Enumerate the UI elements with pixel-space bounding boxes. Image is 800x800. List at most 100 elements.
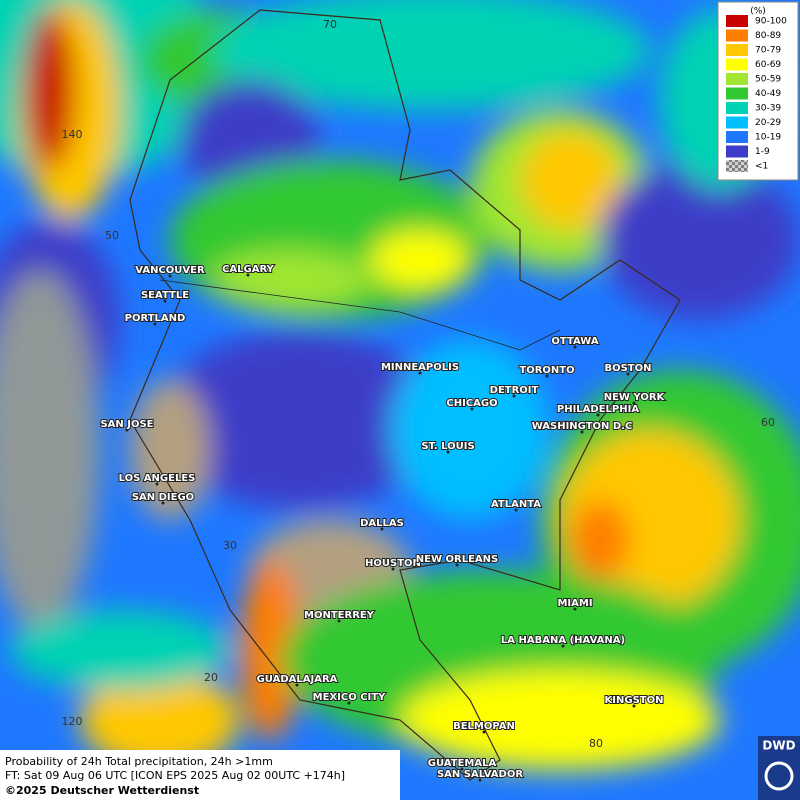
city-dot — [561, 644, 565, 648]
city-label: ATLANTA — [491, 499, 541, 510]
legend-swatch — [726, 73, 748, 85]
legend-label: 40-49 — [755, 89, 781, 99]
legend-swatch — [726, 116, 748, 129]
city-label: MONTERREY — [304, 610, 375, 621]
coastline — [129, 9, 681, 781]
city-label: TORONTO — [519, 365, 574, 376]
graticule-label: 70 — [323, 18, 337, 31]
legend-label: 1-9 — [755, 147, 770, 157]
legend-swatch — [726, 29, 748, 42]
city-dot — [455, 563, 459, 567]
city-label: GUATEMALA — [428, 758, 497, 769]
city-label: SAN JOSE — [100, 419, 153, 430]
legend-label: <1 — [755, 162, 768, 172]
graticule-label: 30 — [223, 539, 237, 552]
city-label: OTTAWA — [551, 336, 598, 347]
city-label: MIAMI — [557, 598, 592, 609]
city-label: CHICAGO — [446, 398, 497, 409]
graticule-label: 120 — [62, 715, 83, 728]
city-dot — [380, 527, 384, 531]
city-label: NEW ORLEANS — [416, 554, 498, 565]
legend-unit: (%) — [750, 7, 766, 17]
legend-swatch — [726, 145, 748, 158]
caption-line: ©2025 Deutscher Wetterdienst — [5, 784, 199, 797]
logo-icon — [764, 761, 794, 791]
legend-label: 50-59 — [755, 75, 781, 85]
graticule-label: 140 — [62, 128, 83, 141]
legend-swatch — [726, 131, 748, 143]
city-label: VANCOUVER — [135, 265, 205, 276]
city-label: SEATTLE — [141, 290, 189, 301]
city-label: LA HABANA (HAVANA) — [501, 635, 625, 646]
legend-label: 20-29 — [755, 118, 781, 128]
city-label: DETROIT — [490, 385, 539, 396]
logo-text: DWD — [762, 739, 795, 753]
city-dot — [460, 767, 464, 771]
city-label: HOUSTON — [365, 558, 421, 569]
legend-label: 10-19 — [755, 133, 781, 143]
city-dot — [125, 428, 129, 432]
city-dot — [545, 374, 549, 378]
city-label: SAN SALVADOR — [437, 769, 523, 780]
city-label: MEXICO CITY — [313, 692, 386, 703]
city-dot — [626, 372, 630, 376]
legend-swatch — [726, 15, 748, 27]
city-dot — [161, 501, 165, 505]
city-dot — [295, 683, 299, 687]
graticule-label: 20 — [204, 671, 218, 684]
city-label: PORTLAND — [125, 313, 186, 324]
city-dot — [347, 701, 351, 705]
caption-box — [0, 750, 400, 800]
city-dot — [446, 450, 450, 454]
city-label: PHILADELPHIA — [557, 404, 639, 415]
graticule-label: 60 — [761, 416, 775, 429]
city-dot — [470, 407, 474, 411]
city-label: GUADALAJARA — [257, 674, 338, 685]
city-dot — [580, 430, 584, 434]
legend-swatch — [726, 160, 748, 172]
city-label: NEW YORK — [604, 392, 666, 403]
city-dot — [418, 371, 422, 375]
legend-label: 80-89 — [755, 31, 781, 41]
caption-line: Probability of 24h Total precipitation, … — [5, 755, 273, 768]
city-dot — [512, 394, 516, 398]
legend-label: 30-39 — [755, 104, 781, 114]
city-label: SAN DIEGO — [132, 492, 194, 503]
graticule-label: 80 — [589, 737, 603, 750]
city-dot — [632, 401, 636, 405]
city-label: DALLAS — [360, 518, 404, 529]
city-dot — [246, 273, 250, 277]
legend-swatch — [726, 102, 748, 114]
city-label: BELMOPAN — [453, 721, 515, 732]
city-label: KINGSTON — [605, 695, 664, 706]
legend-label: 70-79 — [755, 46, 781, 56]
legend-swatch — [726, 58, 748, 71]
city-label: LOS ANGELES — [119, 473, 196, 484]
city-dot — [482, 730, 486, 734]
city-label: WASHINGTON D.C — [532, 421, 633, 432]
city-dot — [514, 508, 518, 512]
city-dot — [168, 274, 172, 278]
city-dot — [573, 607, 577, 611]
city-label: BOSTON — [604, 363, 651, 374]
city-dot — [337, 619, 341, 623]
graticule-label: 50 — [105, 229, 119, 242]
city-label: MINNEAPOLIS — [381, 362, 459, 373]
legend-swatch — [726, 87, 748, 100]
legend-label: 90-100 — [755, 17, 787, 27]
city-label: CALGARY — [222, 264, 275, 275]
legend-label: 60-69 — [755, 60, 781, 70]
logo: DWD — [758, 736, 800, 800]
caption-line: FT: Sat 09 Aug 06 UTC [ICON EPS 2025 Aug… — [5, 769, 345, 782]
city-label: ST. LOUIS — [421, 441, 474, 452]
city-dot — [632, 704, 636, 708]
city-dot — [391, 567, 395, 571]
city-dot — [478, 778, 482, 782]
caption: Probability of 24h Total precipitation, … — [0, 750, 400, 800]
city-dot — [573, 345, 577, 349]
city-dot — [163, 299, 167, 303]
border — [159, 279, 561, 351]
legend-swatch — [726, 44, 748, 56]
